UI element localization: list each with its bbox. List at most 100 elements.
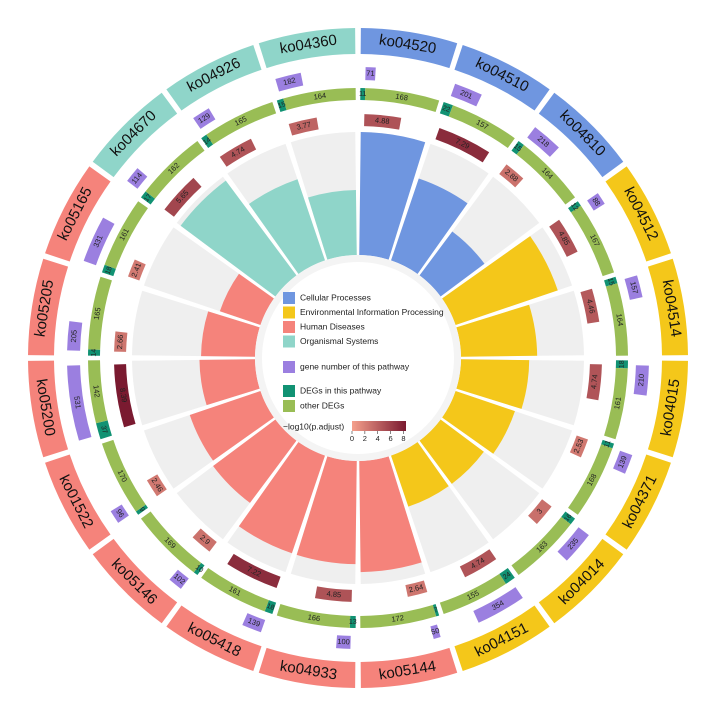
- rich-bar: [201, 311, 260, 357]
- category-sector: [360, 28, 458, 69]
- rich-bar: [308, 189, 357, 260]
- p-adjust-bar: [549, 219, 578, 257]
- degs-bar: [604, 276, 618, 287]
- gene-number-bar: [613, 450, 633, 474]
- degs-bar: [140, 191, 156, 205]
- gene-number-bar: [110, 504, 129, 523]
- p-adjust-label: 2.64: [408, 582, 424, 594]
- category-sector: [605, 454, 671, 550]
- rich-bar: [248, 179, 325, 274]
- category-sector: [92, 538, 178, 624]
- category-sector: [166, 45, 262, 111]
- category-sector: [166, 605, 262, 671]
- category-sector: [45, 166, 111, 262]
- other-degs-bar: [101, 439, 146, 512]
- p-adjust-bar: [364, 114, 402, 130]
- legend-swatch: [283, 400, 295, 412]
- p-adjust-bar: [127, 259, 146, 281]
- category-sector: [258, 28, 356, 69]
- p-adjust-label: 4.88: [375, 116, 390, 126]
- other-degs-label: 165: [92, 307, 103, 321]
- p-adjust-bar: [435, 127, 490, 163]
- other-degs-bar: [140, 511, 202, 573]
- degs-label: 7: [433, 607, 439, 615]
- gene-number-bar: [275, 72, 304, 92]
- gene-number-label: 157: [628, 281, 640, 295]
- rich-bar: [199, 359, 260, 406]
- legend-swatch: [283, 361, 295, 373]
- category-sector: [454, 45, 550, 111]
- other-degs-label: 161: [612, 396, 623, 410]
- degs-bar: [511, 140, 524, 155]
- other-degs-bar: [145, 140, 205, 199]
- gene-number-bar: [242, 613, 266, 633]
- rich-bar: [359, 132, 426, 260]
- gene-number-label: 210: [636, 374, 646, 387]
- gene-number-bar: [557, 527, 589, 561]
- other-degs-bar: [568, 444, 613, 515]
- p-adjust-label: 2.53: [572, 438, 586, 455]
- other-degs-bar: [88, 276, 112, 350]
- category-sector: [454, 605, 550, 671]
- degs-label: 17: [143, 193, 153, 204]
- rich-bar: [189, 391, 274, 461]
- legend-label: other DEGs: [300, 400, 344, 410]
- degs-bar: [264, 600, 277, 615]
- other-degs-bar: [439, 573, 506, 615]
- rich-bar: [456, 359, 530, 409]
- degs-bar: [88, 349, 101, 356]
- degs-label: 10: [194, 564, 205, 574]
- degs-bar: [101, 264, 116, 277]
- degs-label: 14: [202, 136, 212, 146]
- degs-label: 13: [349, 619, 357, 626]
- category-sector: [45, 454, 111, 550]
- other-degs-bar: [283, 88, 356, 111]
- gene-number-bar: [193, 108, 216, 129]
- legend-swatch: [283, 335, 295, 348]
- colorbar: [352, 421, 406, 431]
- other-degs-label: 164: [313, 91, 327, 102]
- degs-label: 18: [266, 603, 276, 612]
- p-adjust-label: 2.66: [115, 334, 125, 349]
- other-degs-label: 168: [395, 92, 409, 103]
- legend-swatch: [283, 306, 295, 319]
- other-degs-label: 172: [391, 613, 405, 624]
- gene-number-label: 102: [172, 571, 187, 586]
- degs-bar: [201, 134, 214, 148]
- degs-bar: [561, 511, 576, 525]
- gene-number-bar: [430, 624, 441, 639]
- degs-bar: [439, 101, 453, 117]
- gene-number-bar: [587, 193, 605, 211]
- other-degs-label: 164: [614, 313, 625, 327]
- p-adjust-bar: [314, 586, 352, 602]
- category-sector: [538, 538, 624, 624]
- other-degs-bar: [104, 201, 148, 269]
- degs-bar: [96, 420, 112, 440]
- category-sector: [647, 360, 688, 458]
- p-adjust-label: 4.85: [326, 589, 341, 599]
- gene-number-label: 531: [72, 396, 83, 410]
- other-degs-bar: [201, 568, 269, 612]
- other-degs-label: 142: [91, 384, 102, 398]
- gene-number-label: 100: [337, 637, 350, 647]
- gene-number-label: 96: [114, 507, 126, 519]
- category-sector: [28, 258, 69, 356]
- p-adjust-label: 4.46: [585, 298, 597, 314]
- colorbar-tick-label: 0: [350, 434, 354, 443]
- colorbar-tick-label: 2: [363, 434, 367, 443]
- gene-number-bar: [365, 67, 376, 81]
- colorbar-tick-label: 4: [376, 434, 380, 443]
- colorbar-tick-label: 8: [401, 434, 405, 443]
- legend-swatch: [283, 385, 295, 397]
- category-sector: [360, 647, 458, 688]
- other-degs-label: 166: [307, 612, 321, 623]
- other-degs-bar: [206, 101, 277, 145]
- legend-swatch: [283, 321, 295, 333]
- gene-number-bar: [336, 635, 351, 649]
- category-sector: [538, 92, 624, 178]
- rich-bar: [359, 456, 422, 573]
- rich-bar: [419, 231, 485, 297]
- degs-label: 14: [91, 349, 98, 357]
- gene-number-bar: [67, 321, 83, 351]
- degs-label: 9: [138, 506, 146, 513]
